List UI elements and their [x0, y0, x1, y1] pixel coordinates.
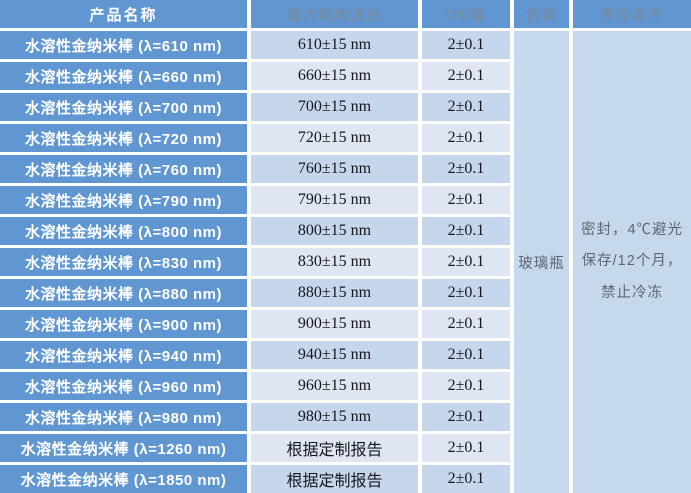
od-value-cell: 2±0.1 — [422, 341, 510, 369]
product-name-cell: 水溶性金纳米棒 (λ=800 nm) — [0, 217, 247, 245]
wavelength-cell: 根据定制报告 — [251, 434, 418, 462]
od-value-cell: 2±0.1 — [422, 279, 510, 307]
product-name-cell: 水溶性金纳米棒 (λ=610 nm) — [0, 31, 247, 59]
product-name-cell: 水溶性金纳米棒 (λ=940 nm) — [0, 341, 247, 369]
wavelength-cell: 800±15 nm — [251, 217, 418, 245]
storage-line-1: 密封，4℃避光 — [580, 221, 684, 238]
product-name-cell: 水溶性金纳米棒 (λ=880 nm) — [0, 279, 247, 307]
header-max-absorption-wavelength: 最大吸收波长 — [251, 0, 418, 28]
product-name-cell: 水溶性金纳米棒 (λ=790 nm) — [0, 186, 247, 214]
header-product-name: 产品名称 — [0, 0, 247, 28]
storage-line-2: 保存/12个月， — [581, 253, 683, 270]
product-name-cell: 水溶性金纳米棒 (λ=980 nm) — [0, 403, 247, 431]
header-od-value: OD值 — [422, 0, 510, 28]
od-value-cell: 2±0.1 — [422, 403, 510, 431]
od-value-cell: 2±0.1 — [422, 465, 510, 493]
wavelength-cell: 700±15 nm — [251, 93, 418, 121]
wavelength-cell: 720±15 nm — [251, 124, 418, 152]
product-name-cell: 水溶性金纳米棒 (λ=900 nm) — [0, 310, 247, 338]
header-packaging: 包装 — [514, 0, 569, 28]
od-value-cell: 2±0.1 — [422, 434, 510, 462]
storage-line-3: 禁止冷冻 — [601, 284, 663, 301]
wavelength-cell: 根据定制报告 — [251, 465, 418, 493]
wavelength-cell: 940±15 nm — [251, 341, 418, 369]
product-name-cell: 水溶性金纳米棒 (λ=960 nm) — [0, 372, 247, 400]
wavelength-cell: 900±15 nm — [251, 310, 418, 338]
od-value-cell: 2±0.1 — [422, 217, 510, 245]
product-name-cell: 水溶性金纳米棒 (λ=760 nm) — [0, 155, 247, 183]
product-name-cell: 水溶性金纳米棒 (λ=700 nm) — [0, 93, 247, 121]
od-value-cell: 2±0.1 — [422, 155, 510, 183]
product-name-cell: 水溶性金纳米棒 (λ=660 nm) — [0, 62, 247, 90]
product-name-cell: 水溶性金纳米棒 (λ=720 nm) — [0, 124, 247, 152]
wavelength-cell: 980±15 nm — [251, 403, 418, 431]
wavelength-cell: 760±15 nm — [251, 155, 418, 183]
product-name-cell: 水溶性金纳米棒 (λ=1260 nm) — [0, 434, 247, 462]
od-value-cell: 2±0.1 — [422, 62, 510, 90]
od-value-cell: 2±0.1 — [422, 93, 510, 121]
wavelength-cell: 790±15 nm — [251, 186, 418, 214]
wavelength-cell: 960±15 nm — [251, 372, 418, 400]
od-value-cell: 2±0.1 — [422, 186, 510, 214]
od-value-cell: 2±0.1 — [422, 124, 510, 152]
header-storage-condition: 保存条件 — [573, 0, 691, 28]
wavelength-cell: 830±15 nm — [251, 248, 418, 276]
packaging-merged-cell: 玻璃瓶 — [514, 31, 569, 493]
od-value-cell: 2±0.1 — [422, 310, 510, 338]
storage-condition-merged-cell: 密封，4℃避光 保存/12个月， 禁止冷冻 — [573, 31, 691, 493]
od-value-cell: 2±0.1 — [422, 248, 510, 276]
wavelength-cell: 610±15 nm — [251, 31, 418, 59]
wavelength-cell: 880±15 nm — [251, 279, 418, 307]
product-name-cell: 水溶性金纳米棒 (λ=1850 nm) — [0, 465, 247, 493]
wavelength-cell: 660±15 nm — [251, 62, 418, 90]
od-value-cell: 2±0.1 — [422, 372, 510, 400]
product-name-cell: 水溶性金纳米棒 (λ=830 nm) — [0, 248, 247, 276]
od-value-cell: 2±0.1 — [422, 31, 510, 59]
